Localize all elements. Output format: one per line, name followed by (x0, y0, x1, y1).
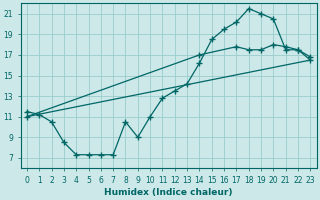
X-axis label: Humidex (Indice chaleur): Humidex (Indice chaleur) (104, 188, 233, 197)
